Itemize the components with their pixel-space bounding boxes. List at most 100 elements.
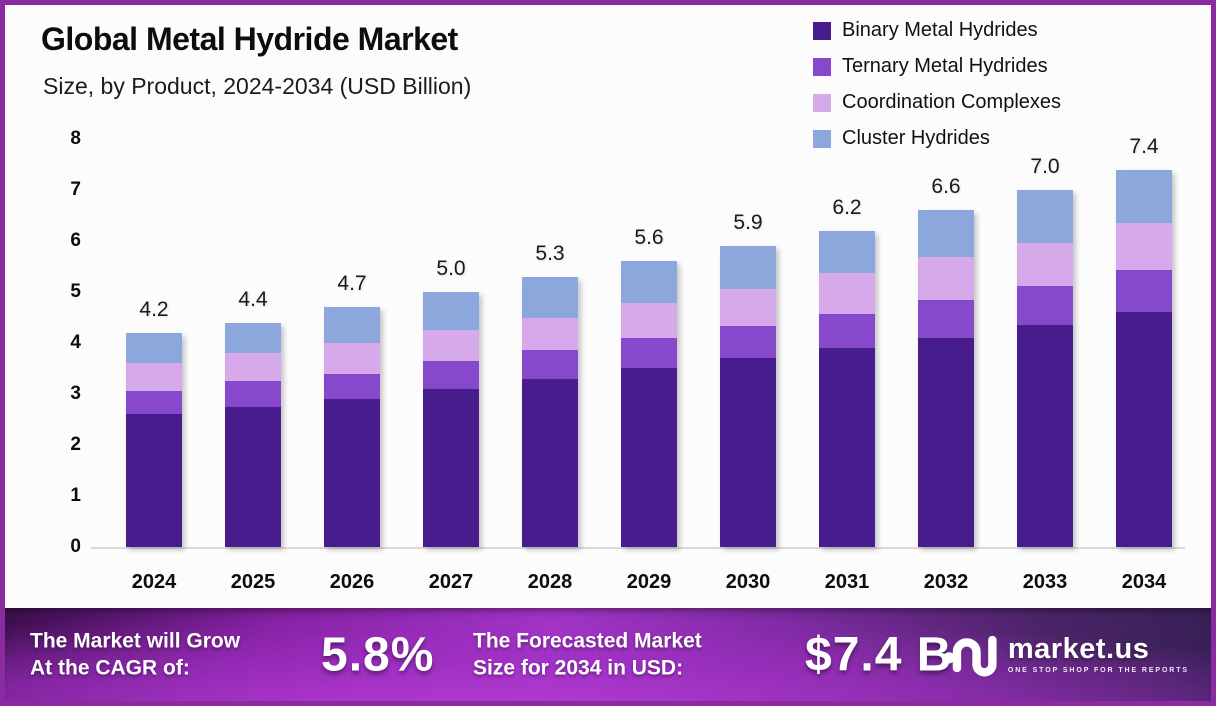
brand-tagline: ONE STOP SHOP FOR THE REPORTS [1007,667,1189,674]
bar-segment-2024-coordination-complexes [126,363,182,392]
bar-total-label-2026: 4.7 [337,272,367,296]
x-axis-line [91,547,1185,549]
bar-segment-2032-cluster-hydrides [918,210,974,257]
legend-label: Ternary Metal Hydrides [842,55,1048,77]
legend-label: Coordination Complexes [842,91,1062,113]
bar-total-label-2033: 7.0 [1030,155,1060,178]
x-axis-tick-2032: 2032 [923,571,969,593]
legend-item-2: Coordination Complexes [813,91,1061,114]
bar-segment-2029-ternary-metal-hydrides [621,337,677,369]
bar-segment-2031-coordination-complexes [819,273,875,314]
bar-segment-2025-binary-metal-hydrides [225,406,281,547]
chart-title: Global Metal Hydride Market [41,21,458,57]
cagr-value: 5.8% [321,628,435,681]
forecast-label: The Forecasted Market Size for 2034 in U… [473,627,702,682]
bar-segment-2034-ternary-metal-hydrides [1116,269,1172,313]
bar-segment-2029-cluster-hydrides [621,261,677,304]
bar-segment-2030-ternary-metal-hydrides [720,326,776,359]
y-axis-tick-2: 2 [70,434,81,455]
bar-2030 [720,246,776,547]
plot-area: 0 1 2 3 4 5 6 7 8 2024 4.2 2025 4.4 2026 4.7 2027 5.0 202… [5,5,1211,701]
x-axis-tick-2034: 2034 [1121,571,1167,593]
bar-segment-2026-coordination-complexes [324,343,380,374]
bar-2028 [522,276,578,547]
y-axis-tick-4: 4 [70,332,81,353]
x-axis-tick-2025: 2025 [230,571,276,593]
cagr-label-line1: The Market will Grow [30,629,241,653]
bar-segment-2030-binary-metal-hydrides [720,358,776,547]
brand-name: market.us [1007,633,1150,665]
market-us-logo-icon [943,635,997,676]
bar-segment-2026-cluster-hydrides [324,307,380,343]
y-axis-tick-8: 8 [70,128,81,149]
legend-item-3: Cluster Hydrides [813,127,1061,150]
bar-segment-2027-coordination-complexes [423,330,479,361]
bar-segment-2026-ternary-metal-hydrides [324,373,380,400]
bar-total-label-2027: 5.0 [436,257,466,280]
bar-segment-2031-cluster-hydrides [819,230,875,274]
bar-segment-2029-binary-metal-hydrides [621,368,677,547]
x-axis-tick-2028: 2028 [527,571,573,593]
x-axis-tick-2031: 2031 [824,571,870,593]
bar-total-label-2028: 5.3 [535,241,565,265]
bar-segment-2026-binary-metal-hydrides [324,399,380,547]
bar-segment-2033-cluster-hydrides [1017,190,1073,243]
bar-segment-2034-coordination-complexes [1116,223,1172,270]
bar-2033 [1017,190,1073,547]
bar-segment-2032-binary-metal-hydrides [918,337,974,547]
bar-segment-2024-binary-metal-hydrides [126,414,182,547]
bar-2027 [423,292,479,547]
brand-text-block: market.us ONE STOP SHOP FOR THE REPORTS [1007,633,1189,675]
bar-2031 [819,230,875,547]
bar-segment-2027-cluster-hydrides [423,292,479,331]
bar-segment-2025-ternary-metal-hydrides [225,381,281,407]
bar-total-label-2031: 6.2 [832,195,862,219]
bar-total-label-2029: 5.6 [634,226,664,250]
legend-item-1: Ternary Metal Hydrides [813,55,1061,78]
bar-segment-2028-coordination-complexes [522,317,578,350]
cagr-label: The Market will Grow At the CAGR of: [30,627,240,682]
cagr-label-line2: At the CAGR of: [30,656,190,680]
x-axis-tick-2030: 2030 [725,571,771,593]
legend-swatch-icon [813,57,831,76]
bar-segment-2024-ternary-metal-hydrides [126,391,182,415]
bar-segment-2028-binary-metal-hydrides [522,378,578,547]
y-axis-tick-7: 7 [70,179,81,200]
bar-segment-2031-binary-metal-hydrides [819,348,875,547]
y-axis-tick-6: 6 [70,230,81,251]
x-axis-tick-2026: 2026 [329,571,375,593]
bar-2029 [621,261,677,547]
bar-segment-2029-coordination-complexes [621,303,677,338]
forecast-value: $7.4 B [805,628,953,681]
x-axis-tick-2024: 2024 [131,571,177,593]
footer-banner: The Market will Grow At the CAGR of: 5.8… [5,608,1211,701]
bar-segment-2028-ternary-metal-hydrides [522,349,578,379]
bar-segment-2034-cluster-hydrides [1116,169,1172,224]
legend-label: Binary Metal Hydrides [842,19,1038,41]
forecast-label-line1: The Forecasted Market [473,629,702,653]
legend-item-0: Binary Metal Hydrides [813,19,1061,42]
legend-swatch-icon [813,21,831,40]
brand-logo: market.us ONE STOP SHOP FOR THE REPORTS [942,627,1189,683]
bar-2034 [1116,169,1172,547]
chart-subtitle: Size, by Product, 2024-2034 (USD Billion… [43,73,472,99]
y-axis-tick-1: 1 [70,485,81,506]
bar-2026 [324,307,380,547]
bar-segment-2030-cluster-hydrides [720,246,776,290]
bar-segment-2025-coordination-complexes [225,353,281,382]
bar-2024 [126,332,182,547]
bar-2025 [225,322,281,547]
forecast-label-line2: Size for 2034 in USD: [473,656,684,680]
y-axis-tick-5: 5 [70,281,81,302]
bar-segment-2033-ternary-metal-hydrides [1017,285,1073,326]
bar-segment-2033-binary-metal-hydrides [1017,325,1073,547]
bar-total-label-2034: 7.4 [1129,134,1159,158]
bar-segment-2034-binary-metal-hydrides [1116,312,1172,547]
bar-segment-2032-coordination-complexes [918,256,974,301]
legend: Binary Metal Hydrides Ternary Metal Hydri… [813,19,1061,150]
legend-swatch-icon [813,93,831,112]
bar-segment-2028-cluster-hydrides [522,276,578,318]
y-axis-tick-3: 3 [70,383,81,404]
legend-label: Cluster Hydrides [842,127,990,149]
